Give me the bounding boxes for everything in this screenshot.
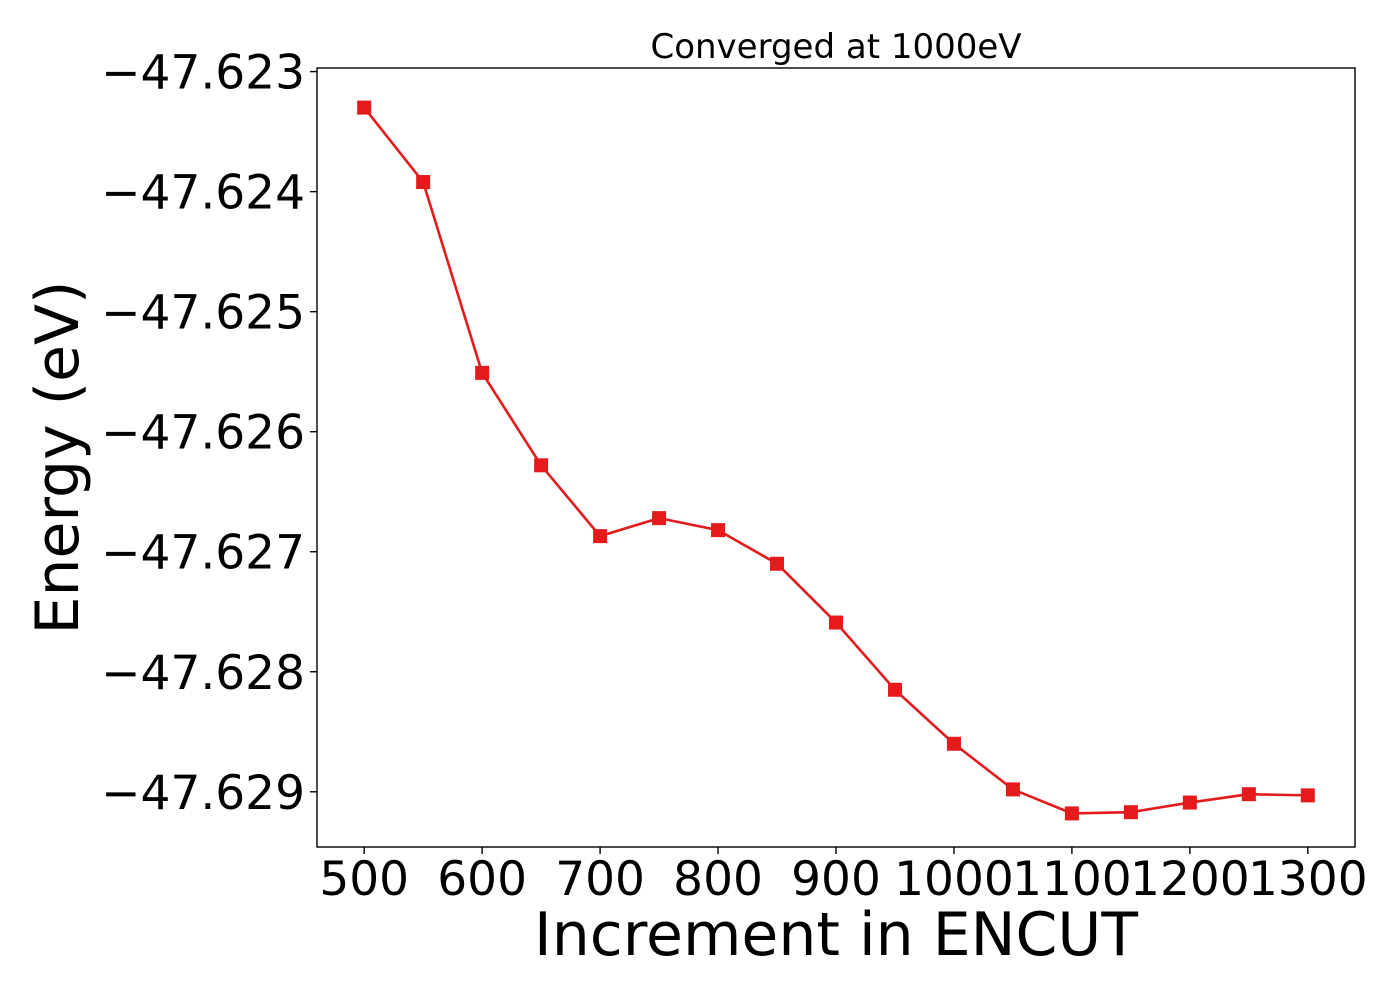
data-point [711,523,726,538]
y-tick-label: −47.628 [101,646,305,701]
y-tick-label: −47.626 [101,406,305,461]
x-tick-label: 500 [319,852,409,907]
data-point [593,529,608,544]
data-point [416,175,431,190]
x-tick-label: 1300 [1248,852,1368,907]
data-point [829,615,843,630]
data-point [357,100,372,115]
x-tick-label: 900 [791,852,881,907]
data-point [1005,782,1020,797]
y-tick-label: −47.625 [101,286,305,341]
x-tick-label: 1000 [894,852,1014,907]
data-point [946,736,961,751]
y-tick-label: −47.623 [101,46,305,101]
data-point [475,365,490,380]
x-tick-label: 1100 [1012,852,1132,907]
data-point [770,556,785,571]
data-point [534,458,549,473]
y-axis: −47.623 −47.624 −47.625 −47.626 −47.627 −47.6… [101,46,317,821]
y-axis-label: Energy (eV) [23,281,93,635]
plot-area [357,100,1315,821]
x-tick-label: 1200 [1130,852,1250,907]
x-tick-label: 600 [437,852,527,907]
data-point [1123,805,1138,820]
y-tick-label: −47.627 [101,526,305,581]
y-tick-label: −47.629 [101,766,305,821]
data-point [1182,795,1197,810]
y-tick-label: −47.624 [101,166,305,221]
data-point [652,511,667,526]
chart-title: Converged at 1000eV [650,27,1021,67]
x-tick-label: 700 [555,852,645,907]
x-tick-label: 800 [673,852,763,907]
data-point [1241,787,1256,802]
data-point [887,682,902,697]
x-axis-label: Increment in ENCUT [534,900,1138,970]
data-point [1064,806,1079,821]
data-point [1300,788,1315,803]
